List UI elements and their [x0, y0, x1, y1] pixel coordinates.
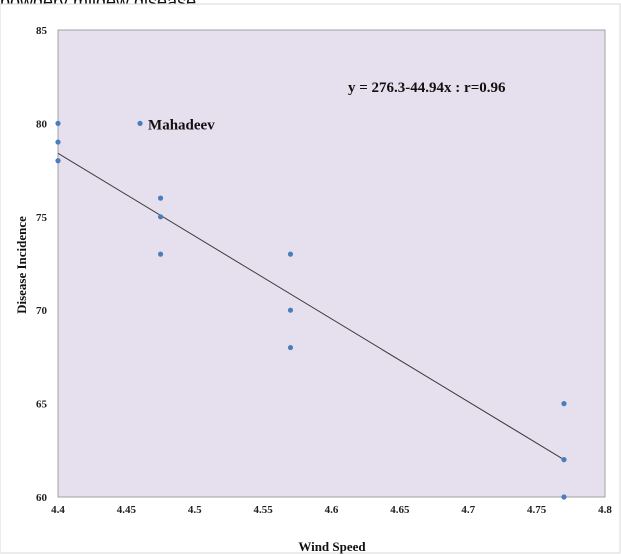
data-point: [561, 457, 567, 463]
data-point: [287, 307, 294, 313]
data-point: [55, 120, 61, 126]
data-point: [157, 214, 164, 220]
data-point: [55, 139, 61, 145]
y-tick-label: 70: [36, 305, 48, 317]
x-tick-label: 4.6: [325, 504, 339, 516]
x-tick-label: 4.45: [117, 504, 137, 516]
data-point: [561, 401, 567, 407]
x-tick-label: 4.55: [254, 504, 274, 516]
equation-annotation: y = 276.3-44.94x : r=0.96: [348, 80, 506, 96]
y-tick-label: 60: [36, 492, 48, 504]
y-tick-label: 80: [36, 118, 48, 130]
x-tick-label: 4.8: [598, 504, 612, 516]
data-point: [137, 120, 143, 126]
x-axis-ticks: 4.4 4.45 4.5 4.55 4.6 4.65 4.7 4.75 4.8: [51, 504, 612, 516]
y-axis-ticks: 60 65 70 75 80 85: [36, 25, 48, 504]
plot-area: [57, 29, 606, 498]
data-point: [55, 158, 61, 164]
data-point: [157, 195, 164, 201]
y-tick-label: 65: [36, 399, 48, 411]
x-tick-label: 4.75: [527, 504, 547, 516]
data-point: [561, 494, 567, 500]
y-tick-label: 85: [36, 25, 48, 37]
y-tick-label: 75: [36, 212, 48, 224]
y-axis-title: Disease Incidence: [14, 216, 29, 314]
x-axis-title: Wind Speed: [298, 539, 366, 554]
x-tick-label: 4.5: [188, 504, 202, 516]
data-point: [157, 251, 164, 257]
x-tick-label: 4.65: [390, 504, 410, 516]
point-label: Mahadeev: [148, 117, 215, 133]
trend-line: [57, 152, 565, 461]
x-tick-label: 4.7: [461, 504, 475, 516]
x-tick-label: 4.4: [51, 504, 65, 516]
data-points: Mahadeev: [55, 117, 567, 500]
data-point: [287, 251, 294, 257]
data-point: [287, 344, 294, 351]
